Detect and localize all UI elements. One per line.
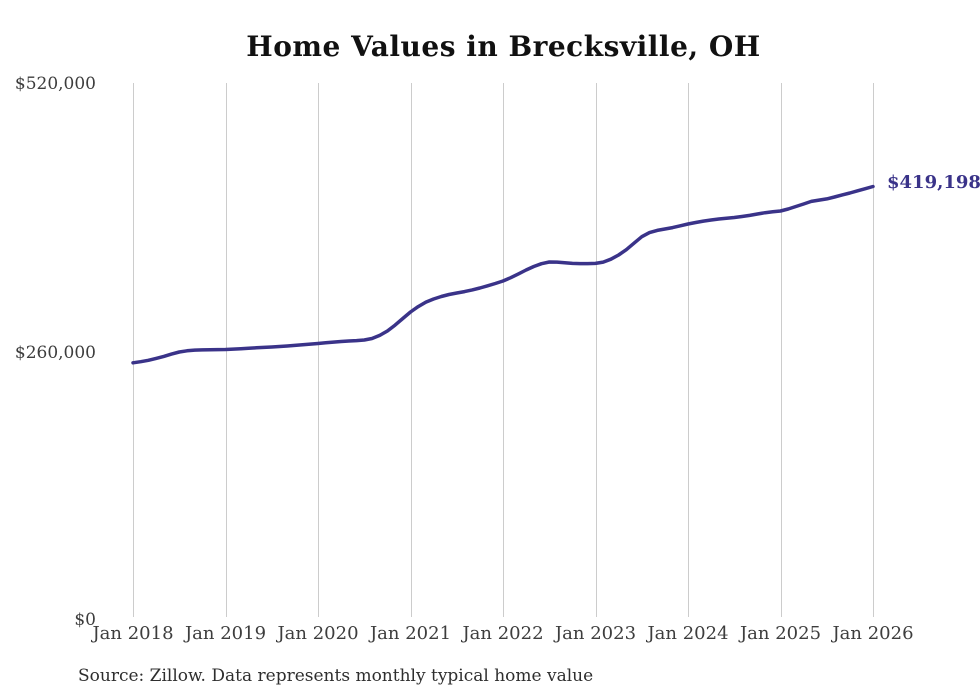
vertical-gridline xyxy=(873,83,874,617)
x-axis-tick-label: Jan 2022 xyxy=(462,623,544,644)
x-axis-tick-label: Jan 2025 xyxy=(739,623,822,644)
home-value-line xyxy=(131,184,875,365)
value-line-svg xyxy=(131,184,875,365)
x-axis-tick-label: Jan 2018 xyxy=(92,623,174,644)
x-axis-tick-label: Jan 2019 xyxy=(184,623,267,644)
x-axis-tick-label: Jan 2020 xyxy=(277,623,359,644)
vertical-gridline xyxy=(780,83,782,617)
x-axis-tick-label: Jan 2021 xyxy=(369,623,452,644)
x-axis-tick-label: Jan 2023 xyxy=(554,623,637,644)
y-axis-tick-label: $260,000 xyxy=(14,343,96,363)
y-axis-tick-label: $0 xyxy=(74,610,96,630)
vertical-gridline xyxy=(133,83,134,617)
chart-title: Home Values in Brecksville, OH xyxy=(246,30,761,63)
vertical-gridline xyxy=(688,83,689,617)
x-axis-tick-label: Jan 2024 xyxy=(647,623,729,644)
x-axis-tick-label: Jan 2026 xyxy=(832,623,914,644)
y-axis-tick-label: $520,000 xyxy=(14,74,96,94)
vertical-gridline xyxy=(595,83,597,617)
vertical-gridline xyxy=(503,83,504,617)
vertical-gridline xyxy=(318,83,319,617)
plot-area xyxy=(131,83,875,617)
source-note: Source: Zillow. Data represents monthly … xyxy=(78,666,594,686)
vertical-gridline xyxy=(410,83,412,617)
end-value-label: $419,198 xyxy=(887,172,980,193)
